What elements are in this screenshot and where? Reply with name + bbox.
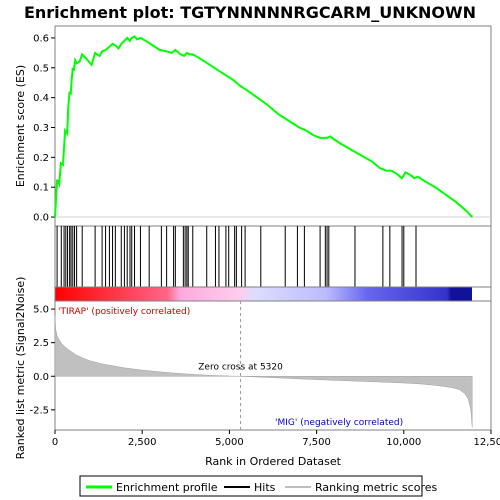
x-axis: 0 2,500 5,000 7,500 10,000 12,500 (52, 430, 500, 448)
zero-cross-label: Zero cross at 5320 (198, 362, 283, 372)
es-y-tick-label: 0.3 (33, 123, 49, 134)
x-axis-label: Rank in Ordered Dataset (205, 455, 342, 468)
legend-box (79, 475, 423, 497)
positive-correlation-label: 'TIRAP' (positively correlated) (58, 307, 190, 317)
hits-marks (56, 226, 417, 287)
x-tick-label: 2,500 (128, 437, 157, 448)
x-tick-label: 12,500 (474, 437, 500, 448)
es-y-axis: 0.0 0.1 0.2 0.3 0.4 0.5 0.6 (33, 33, 55, 224)
metric-y-label: Ranked list metric (Signal2Noise) (14, 277, 27, 460)
metric-y-tick-label: 5.0 (33, 305, 49, 316)
metric-plot-frame (54, 300, 492, 431)
es-y-tick-label: 0.5 (33, 63, 49, 74)
legend-enrichment-label: Enrichment profile (116, 481, 218, 494)
metric-y-tick-label: -2.5 (29, 405, 49, 416)
es-plot-frame (54, 25, 492, 227)
x-tick-label: 10,000 (386, 437, 421, 448)
hits-frame (54, 225, 492, 288)
es-y-tick-label: 0.4 (33, 93, 49, 104)
negative-correlation-label: 'MIG' (negatively correlated) (275, 418, 403, 428)
ranking-metric-area (54, 315, 473, 428)
enrichment-profile-line (54, 35, 473, 218)
legend-hits-label: Hits (254, 481, 276, 494)
chart-title: Enrichment plot: TGTYNNNNNRGCARM_UNKNOWN (24, 3, 476, 22)
x-tick-label: 0 (52, 437, 58, 448)
metric-y-tick-label: 0.0 (33, 372, 49, 383)
x-tick-label: 5,000 (215, 437, 244, 448)
es-y-tick-label: 0.0 (33, 213, 49, 224)
es-y-label: Enrichment score (ES) (14, 65, 27, 187)
legend-metric-label: Ranking metric scores (315, 481, 437, 494)
es-y-tick-label: 0.1 (33, 183, 49, 194)
metric-y-axis: 5.0 2.5 0.0 -2.5 (29, 305, 55, 416)
es-y-tick-label: 0.6 (33, 33, 49, 44)
metric-y-tick-label: 2.5 (33, 338, 49, 349)
x-tick-label: 7,500 (302, 437, 331, 448)
rank-gradient-bar (55, 287, 472, 301)
es-y-tick-label: 0.2 (33, 153, 49, 164)
